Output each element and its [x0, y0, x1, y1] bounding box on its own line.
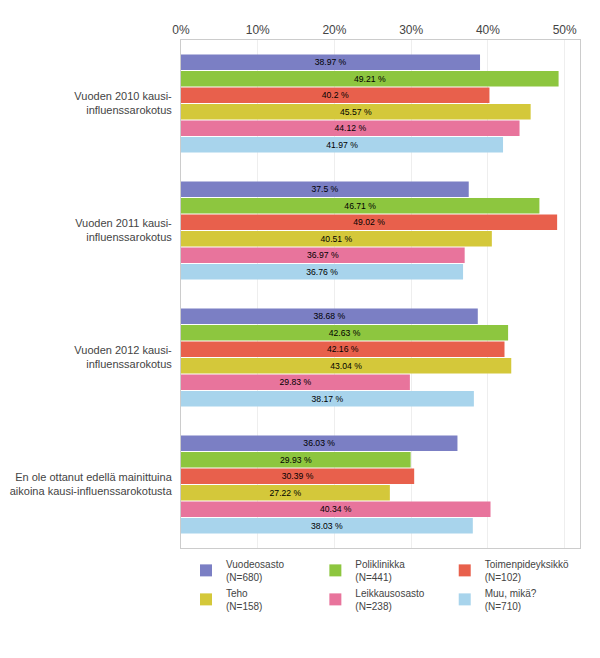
svg-text:36.97 %: 36.97 % — [307, 250, 339, 260]
svg-text:Teho(N=158): Teho(N=158) — [226, 588, 262, 612]
svg-text:Vuodeosasto(N=680): Vuodeosasto(N=680) — [226, 559, 284, 583]
svg-text:30%: 30% — [399, 23, 423, 37]
svg-text:10%: 10% — [246, 23, 270, 37]
svg-text:27.22 %: 27.22 % — [270, 488, 302, 498]
svg-text:38.03 %: 38.03 % — [311, 521, 343, 531]
svg-text:49.02 %: 49.02 % — [353, 217, 385, 227]
svg-text:38.97 %: 38.97 % — [315, 57, 347, 67]
svg-text:Muu, mikä?(N=710): Muu, mikä?(N=710) — [485, 588, 537, 612]
svg-text:20%: 20% — [322, 23, 346, 37]
svg-text:29.83 %: 29.83 % — [280, 377, 312, 387]
svg-text:42.63 %: 42.63 % — [329, 328, 361, 338]
svg-text:30.39 %: 30.39 % — [282, 471, 314, 481]
svg-text:36.03 %: 36.03 % — [303, 438, 335, 448]
svg-text:50%: 50% — [553, 23, 577, 37]
svg-text:Vuoden 2012 kausi-influenssaro: Vuoden 2012 kausi-influenssarokotus — [74, 344, 172, 370]
svg-text:40.2 %: 40.2 % — [322, 90, 349, 100]
svg-text:49.21 %: 49.21 % — [354, 74, 386, 84]
svg-text:41.97 %: 41.97 % — [326, 140, 358, 150]
svg-text:36.76 %: 36.76 % — [306, 267, 338, 277]
svg-text:37.5 %: 37.5 % — [311, 184, 338, 194]
svg-text:46.71 %: 46.71 % — [344, 201, 376, 211]
svg-text:Toimenpideyksikkö(N=102): Toimenpideyksikkö(N=102) — [485, 559, 569, 583]
svg-text:45.57 %: 45.57 % — [340, 107, 372, 117]
svg-text:Vuoden 2011 kausi-influenssaro: Vuoden 2011 kausi-influenssarokotus — [75, 217, 172, 243]
svg-text:0%: 0% — [172, 23, 190, 37]
svg-text:40.51 %: 40.51 % — [321, 234, 353, 244]
svg-text:43.04 %: 43.04 % — [330, 361, 362, 371]
svg-text:Vuoden 2010 kausi-influenssaro: Vuoden 2010 kausi-influenssarokotus — [74, 90, 172, 116]
svg-text:En ole ottanut edellä mainittu: En ole ottanut edellä mainittuinaaikoina… — [10, 471, 173, 497]
svg-text:Leikkausosasto(N=238): Leikkausosasto(N=238) — [355, 588, 424, 612]
svg-text:40.34 %: 40.34 % — [320, 504, 352, 514]
svg-text:38.17 %: 38.17 % — [312, 394, 344, 404]
svg-text:38.68 %: 38.68 % — [314, 311, 346, 321]
svg-text:42.16 %: 42.16 % — [327, 344, 359, 354]
svg-text:Poliklinikka(N=441): Poliklinikka(N=441) — [355, 559, 405, 583]
svg-text:40%: 40% — [476, 23, 500, 37]
svg-text:44.12 %: 44.12 % — [334, 123, 366, 133]
svg-text:29.93 %: 29.93 % — [280, 455, 312, 465]
